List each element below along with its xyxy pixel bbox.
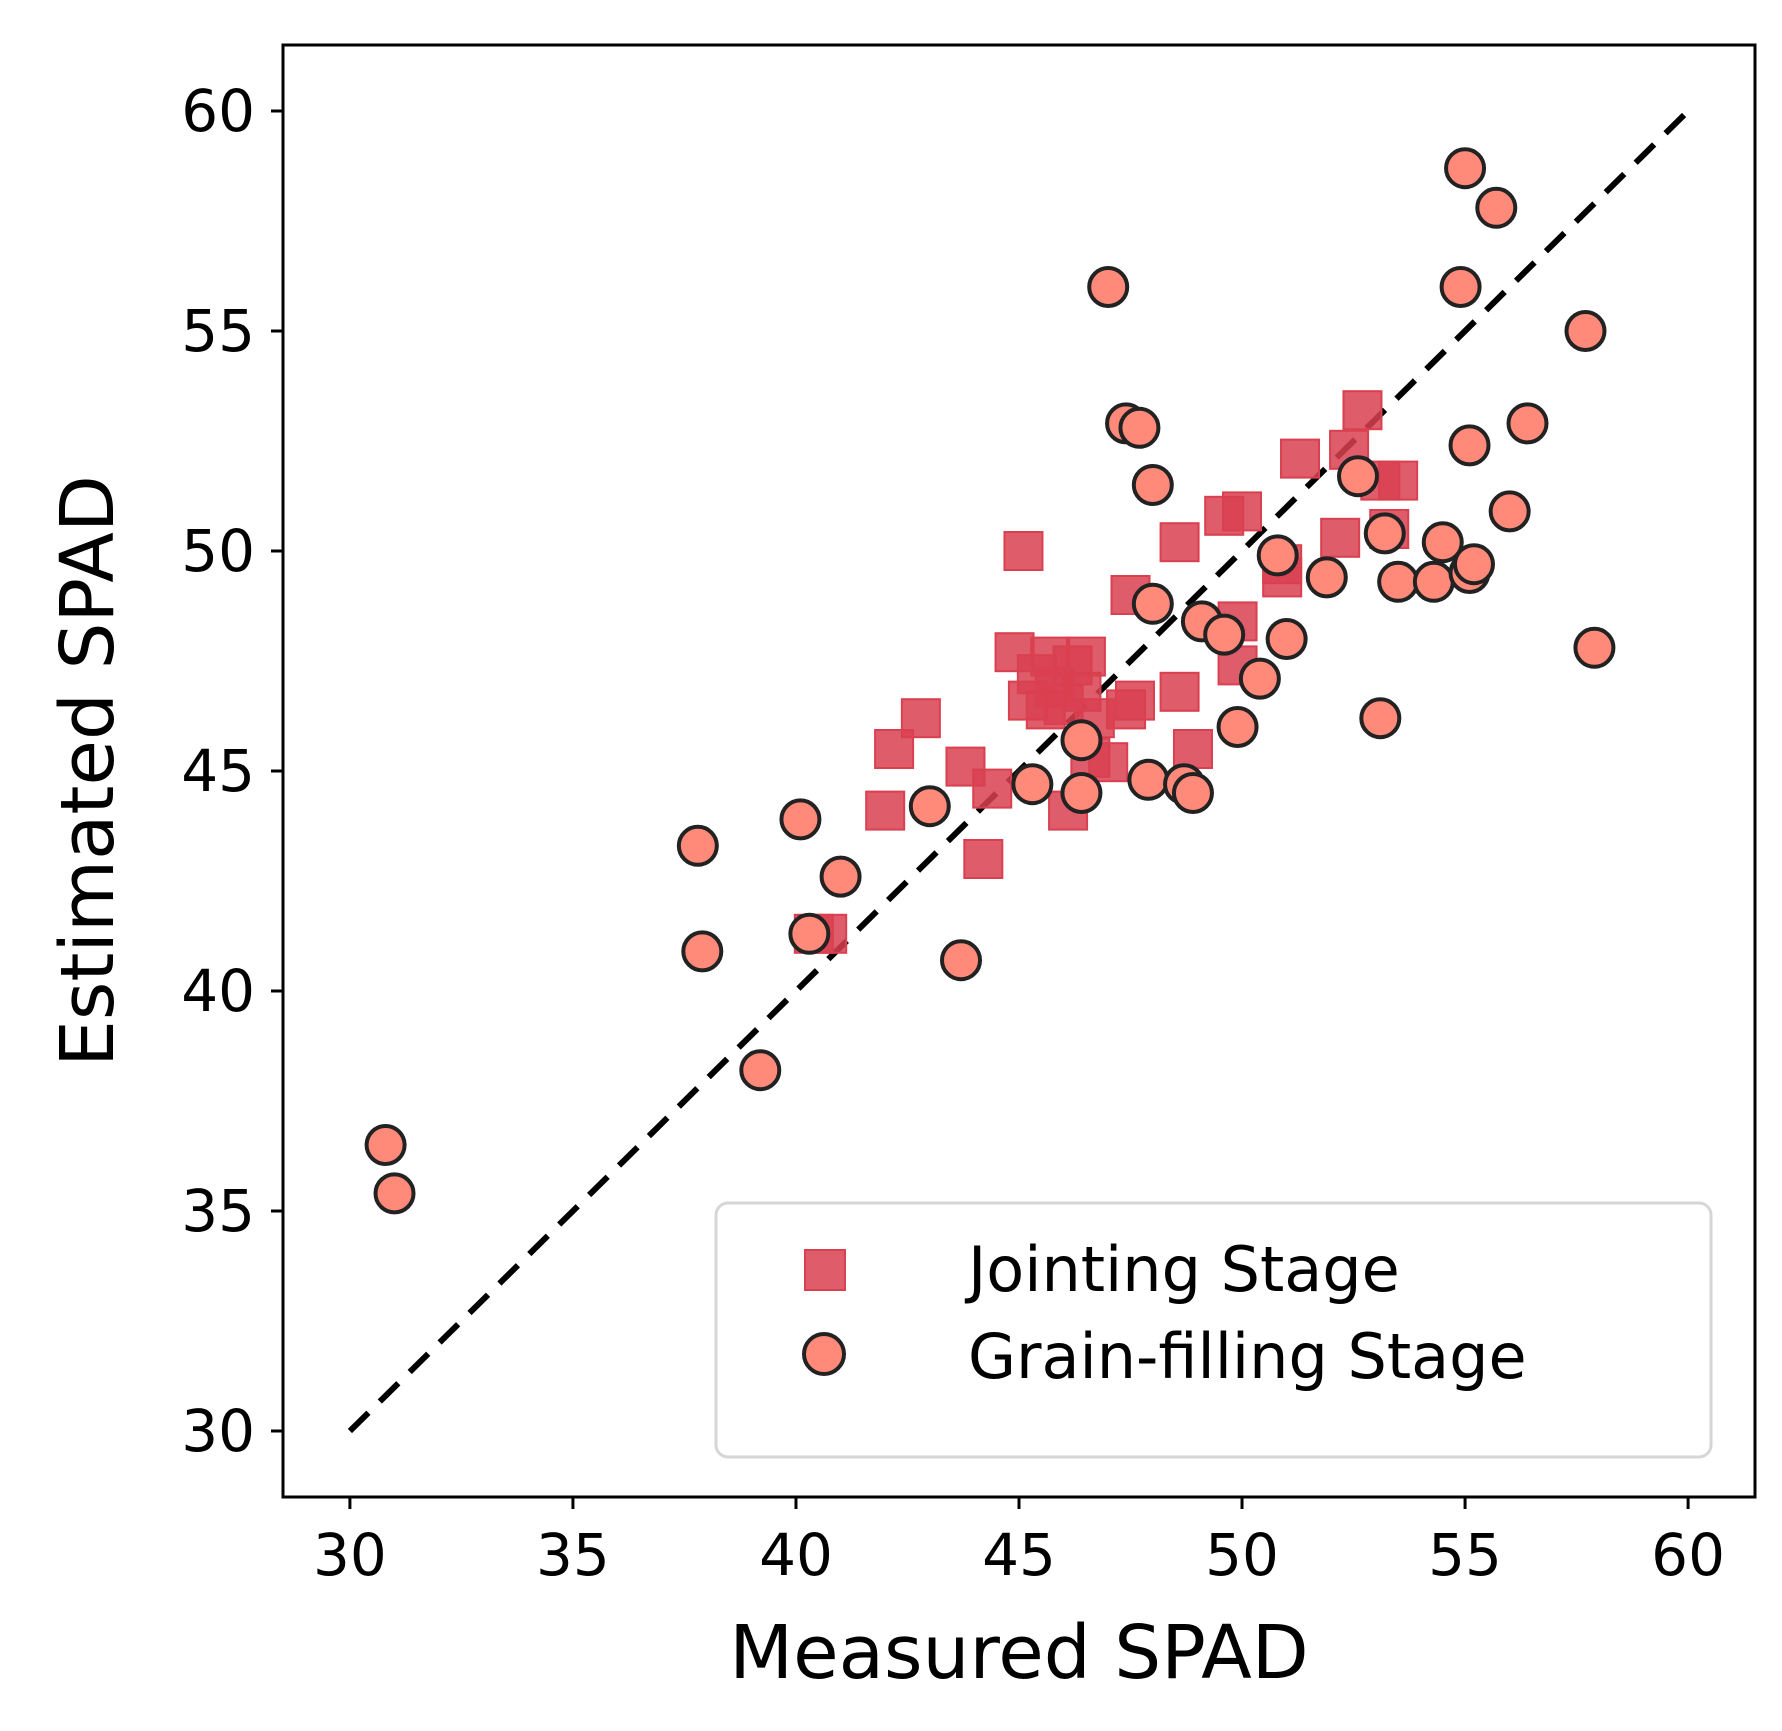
x-axis-title: Measured SPAD <box>729 1610 1308 1696</box>
jointing-stage-point <box>1172 729 1213 769</box>
legend-grain-filling-label: Grain-filling Stage <box>968 1320 1527 1393</box>
jointing-stage-point <box>1222 491 1263 532</box>
x-tick-label: 45 <box>982 1521 1056 1589</box>
grain-filling-stage-point <box>1203 613 1246 656</box>
jointing-stage-point <box>1378 460 1419 501</box>
grain-filling-stage-point <box>1060 772 1103 814</box>
grain-filling-stage-point <box>1131 464 1174 506</box>
grain-filling-stage-point <box>1475 186 1518 229</box>
jointing-stage-point <box>1159 522 1200 563</box>
jointing-stage-point <box>1065 636 1106 677</box>
grain-filling-stage-point <box>1256 534 1299 577</box>
y-axis-title: Estimated SPAD <box>45 475 131 1067</box>
grain-filling-stage-point <box>1305 556 1348 599</box>
jointing-stage-point <box>1280 438 1321 479</box>
jointing-stage-point <box>1320 517 1361 558</box>
grain-filling-stage-point <box>1439 266 1482 308</box>
grain-filling-stage-point <box>1127 758 1170 801</box>
grain-filling-stage-point <box>1363 512 1406 555</box>
grain-filling-stage-point <box>1216 706 1259 748</box>
jointing-stage-point <box>865 790 906 831</box>
grain-filling-stage-point <box>819 855 862 898</box>
grain-filling-stage-point <box>1359 697 1402 740</box>
grain-filling-stage-point <box>676 824 719 867</box>
y-tick-label: 35 <box>181 1177 255 1245</box>
jointing-stage-point <box>972 768 1013 809</box>
grain-filling-stage-point <box>1337 455 1380 498</box>
grain-filling-stage-point <box>908 785 951 828</box>
y-tick-label: 40 <box>181 957 255 1025</box>
jointing-stage-point <box>1003 531 1044 571</box>
jointing-stage-point <box>1342 390 1383 431</box>
y-tick-label: 55 <box>181 297 255 365</box>
grain-filling-stage-point <box>1421 521 1464 564</box>
y-tick-label: 60 <box>181 77 255 145</box>
grain-filling-stage-point <box>1118 406 1161 449</box>
grain-filling-stage-point <box>364 1124 407 1166</box>
grain-filling-stage-point <box>1506 402 1549 445</box>
grain-filling-stage-point <box>1444 147 1487 190</box>
grain-filling-stage-point <box>1087 266 1130 308</box>
y-tick-label: 30 <box>181 1397 255 1465</box>
legend: Jointing Stage Grain-filling Stage <box>714 1201 1713 1459</box>
grain-filling-stage-point <box>739 1049 782 1092</box>
grain-filling-stage-point <box>1448 424 1491 467</box>
legend-grain-filling-marker <box>802 1332 846 1376</box>
grain-filling-stage-point <box>1488 490 1531 533</box>
x-axis-ticks: 30 35 40 45 50 55 60 <box>313 1497 1725 1589</box>
grain-filling-stage-point <box>1265 618 1308 660</box>
grain-filling-stage-point <box>1171 772 1214 814</box>
jointing-stage-point <box>1114 680 1155 721</box>
jointing-stage-point <box>1088 742 1129 783</box>
legend-jointing-marker <box>804 1249 846 1291</box>
grain-filling-stage-point <box>788 912 831 955</box>
legend-box <box>714 1201 1713 1459</box>
grain-filling-stage-point <box>1131 582 1174 625</box>
jointing-stage-point <box>900 698 941 739</box>
grain-filling-stage-point <box>373 1172 416 1215</box>
data-points-layer <box>364 147 1616 1215</box>
grain-filling-stage-point <box>681 930 724 973</box>
grain-filling-stage-point <box>1011 763 1054 806</box>
grain-filling-stage-point <box>779 798 822 841</box>
x-tick-label: 55 <box>1428 1521 1502 1589</box>
x-tick-label: 30 <box>313 1521 387 1589</box>
grain-filling-stage-point <box>940 939 983 982</box>
grain-filling-stage-point <box>1452 543 1495 586</box>
grain-filling-stage-point <box>1573 626 1616 669</box>
x-tick-label: 50 <box>1205 1521 1279 1589</box>
grain-filling-stage-point <box>1412 560 1455 603</box>
grain-filling-stage-point <box>1377 560 1420 603</box>
legend-jointing-label: Jointing Stage <box>964 1233 1400 1306</box>
y-tick-label: 45 <box>181 737 255 805</box>
grain-filling-stage-point <box>1060 719 1103 762</box>
jointing-stage-point <box>1159 671 1200 712</box>
x-tick-label: 40 <box>759 1521 833 1589</box>
grain-filling-stage-point <box>1564 310 1607 352</box>
jointing-stage-point <box>963 839 1004 879</box>
y-tick-label: 50 <box>181 517 255 585</box>
x-tick-label: 60 <box>1651 1521 1725 1589</box>
x-tick-label: 35 <box>536 1521 610 1589</box>
y-axis-ticks: 30 35 40 45 50 55 60 <box>181 77 283 1465</box>
grain-filling-stage-point <box>1238 657 1281 700</box>
